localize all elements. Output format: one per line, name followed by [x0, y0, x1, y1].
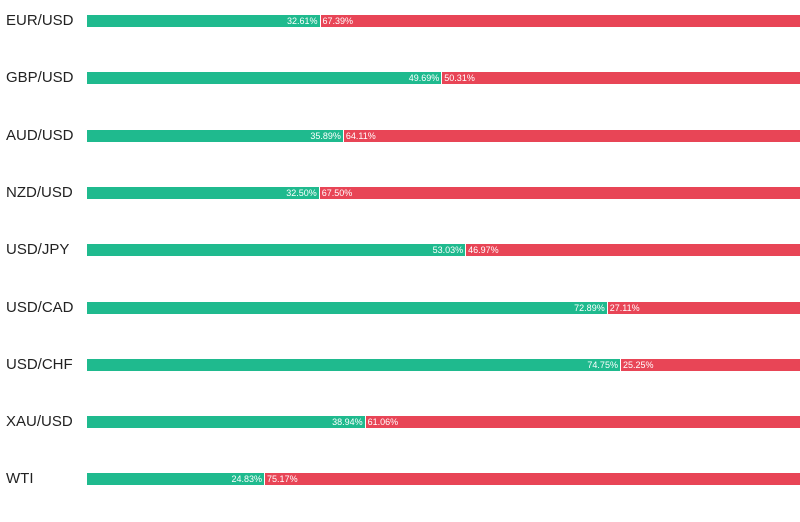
chart-row: EUR/USD 32.61% 67.39% [0, 12, 800, 29]
chart-row: USD/CHF 74.75% 25.25% [0, 356, 800, 373]
sentiment-bar: 49.69% 50.31% [87, 72, 800, 84]
category-label: EUR/USD [6, 12, 74, 29]
bar-divider [465, 244, 467, 256]
chart-row: XAU/USD 38.94% 61.06% [0, 413, 800, 430]
category-label: XAU/USD [6, 413, 73, 430]
buy-bar: 32.61% [87, 15, 320, 27]
buy-bar: 24.83% [87, 473, 265, 485]
sell-bar: 75.17% [264, 473, 800, 485]
buy-bar: 74.75% [87, 359, 620, 371]
bar-divider [364, 416, 366, 428]
sell-bar: 46.97% [465, 244, 800, 256]
bar-divider [264, 473, 266, 485]
sell-value-label: 67.39% [322, 16, 354, 26]
buy-value-label: 32.61% [286, 16, 318, 26]
category-label: USD/CAD [6, 299, 74, 316]
buy-bar: 49.69% [87, 72, 442, 84]
sell-value-label: 27.11% [609, 303, 640, 313]
sell-bar: 67.50% [318, 187, 800, 199]
sentiment-bar: 72.89% 27.11% [87, 302, 800, 314]
sell-bar: 64.11% [342, 130, 800, 142]
chart-row: AUD/USD 35.89% 64.11% [0, 127, 800, 144]
sell-value-label: 25.25% [622, 360, 654, 370]
category-label: AUD/USD [6, 127, 74, 144]
buy-bar: 72.89% [87, 302, 607, 314]
category-label: USD/CHF [6, 356, 73, 373]
chart-row: WTI 24.83% 75.17% [0, 470, 800, 487]
buy-bar: 38.94% [87, 416, 365, 428]
sell-value-label: 64.11% [345, 131, 376, 141]
buy-value-label: 74.75% [587, 360, 618, 370]
buy-bar: 35.89% [87, 130, 343, 142]
buy-bar: 32.50% [87, 187, 319, 199]
sell-value-label: 75.17% [267, 474, 298, 484]
chart-row: NZD/USD 32.50% 67.50% [0, 184, 800, 201]
chart-row: USD/CAD 72.89% 27.11% [0, 299, 800, 316]
sentiment-bar: 32.61% 67.39% [87, 15, 800, 27]
chart-row: GBP/USD 49.69% 50.31% [0, 69, 800, 86]
buy-value-label: 49.69% [408, 73, 440, 83]
buy-value-label: 38.94% [332, 417, 363, 427]
bar-divider [319, 15, 321, 27]
sentiment-bar: 32.50% 67.50% [87, 187, 800, 199]
buy-bar: 53.03% [87, 244, 466, 256]
bar-divider [619, 359, 621, 371]
bar-divider [606, 302, 608, 314]
buy-value-label: 53.03% [432, 245, 464, 255]
bar-divider [342, 130, 344, 142]
sell-bar: 27.11% [606, 302, 800, 314]
sentiment-bar: 38.94% 61.06% [87, 416, 800, 428]
category-label: GBP/USD [6, 69, 74, 86]
sell-bar: 61.06% [364, 416, 800, 428]
buy-value-label: 35.89% [310, 131, 341, 141]
sell-bar: 67.39% [319, 15, 800, 27]
buy-value-label: 72.89% [574, 303, 605, 313]
sentiment-bar: 24.83% 75.17% [87, 473, 800, 485]
sentiment-bar: 35.89% 64.11% [87, 130, 800, 142]
buy-value-label: 24.83% [231, 474, 263, 484]
sentiment-bar: 74.75% 25.25% [87, 359, 800, 371]
category-label: NZD/USD [6, 184, 73, 201]
category-label: WTI [6, 470, 34, 487]
category-label: USD/JPY [6, 241, 70, 258]
sell-value-label: 61.06% [367, 417, 399, 427]
buy-value-label: 32.50% [286, 188, 317, 198]
sell-bar: 50.31% [441, 72, 800, 84]
bar-divider [318, 187, 320, 199]
sell-value-label: 50.31% [444, 73, 475, 83]
sentiment-bar: 53.03% 46.97% [87, 244, 800, 256]
sell-value-label: 46.97% [468, 245, 499, 255]
chart-row: USD/JPY 53.03% 46.97% [0, 241, 800, 258]
sell-value-label: 67.50% [321, 188, 353, 198]
sell-bar: 25.25% [619, 359, 800, 371]
bar-divider [441, 72, 443, 84]
